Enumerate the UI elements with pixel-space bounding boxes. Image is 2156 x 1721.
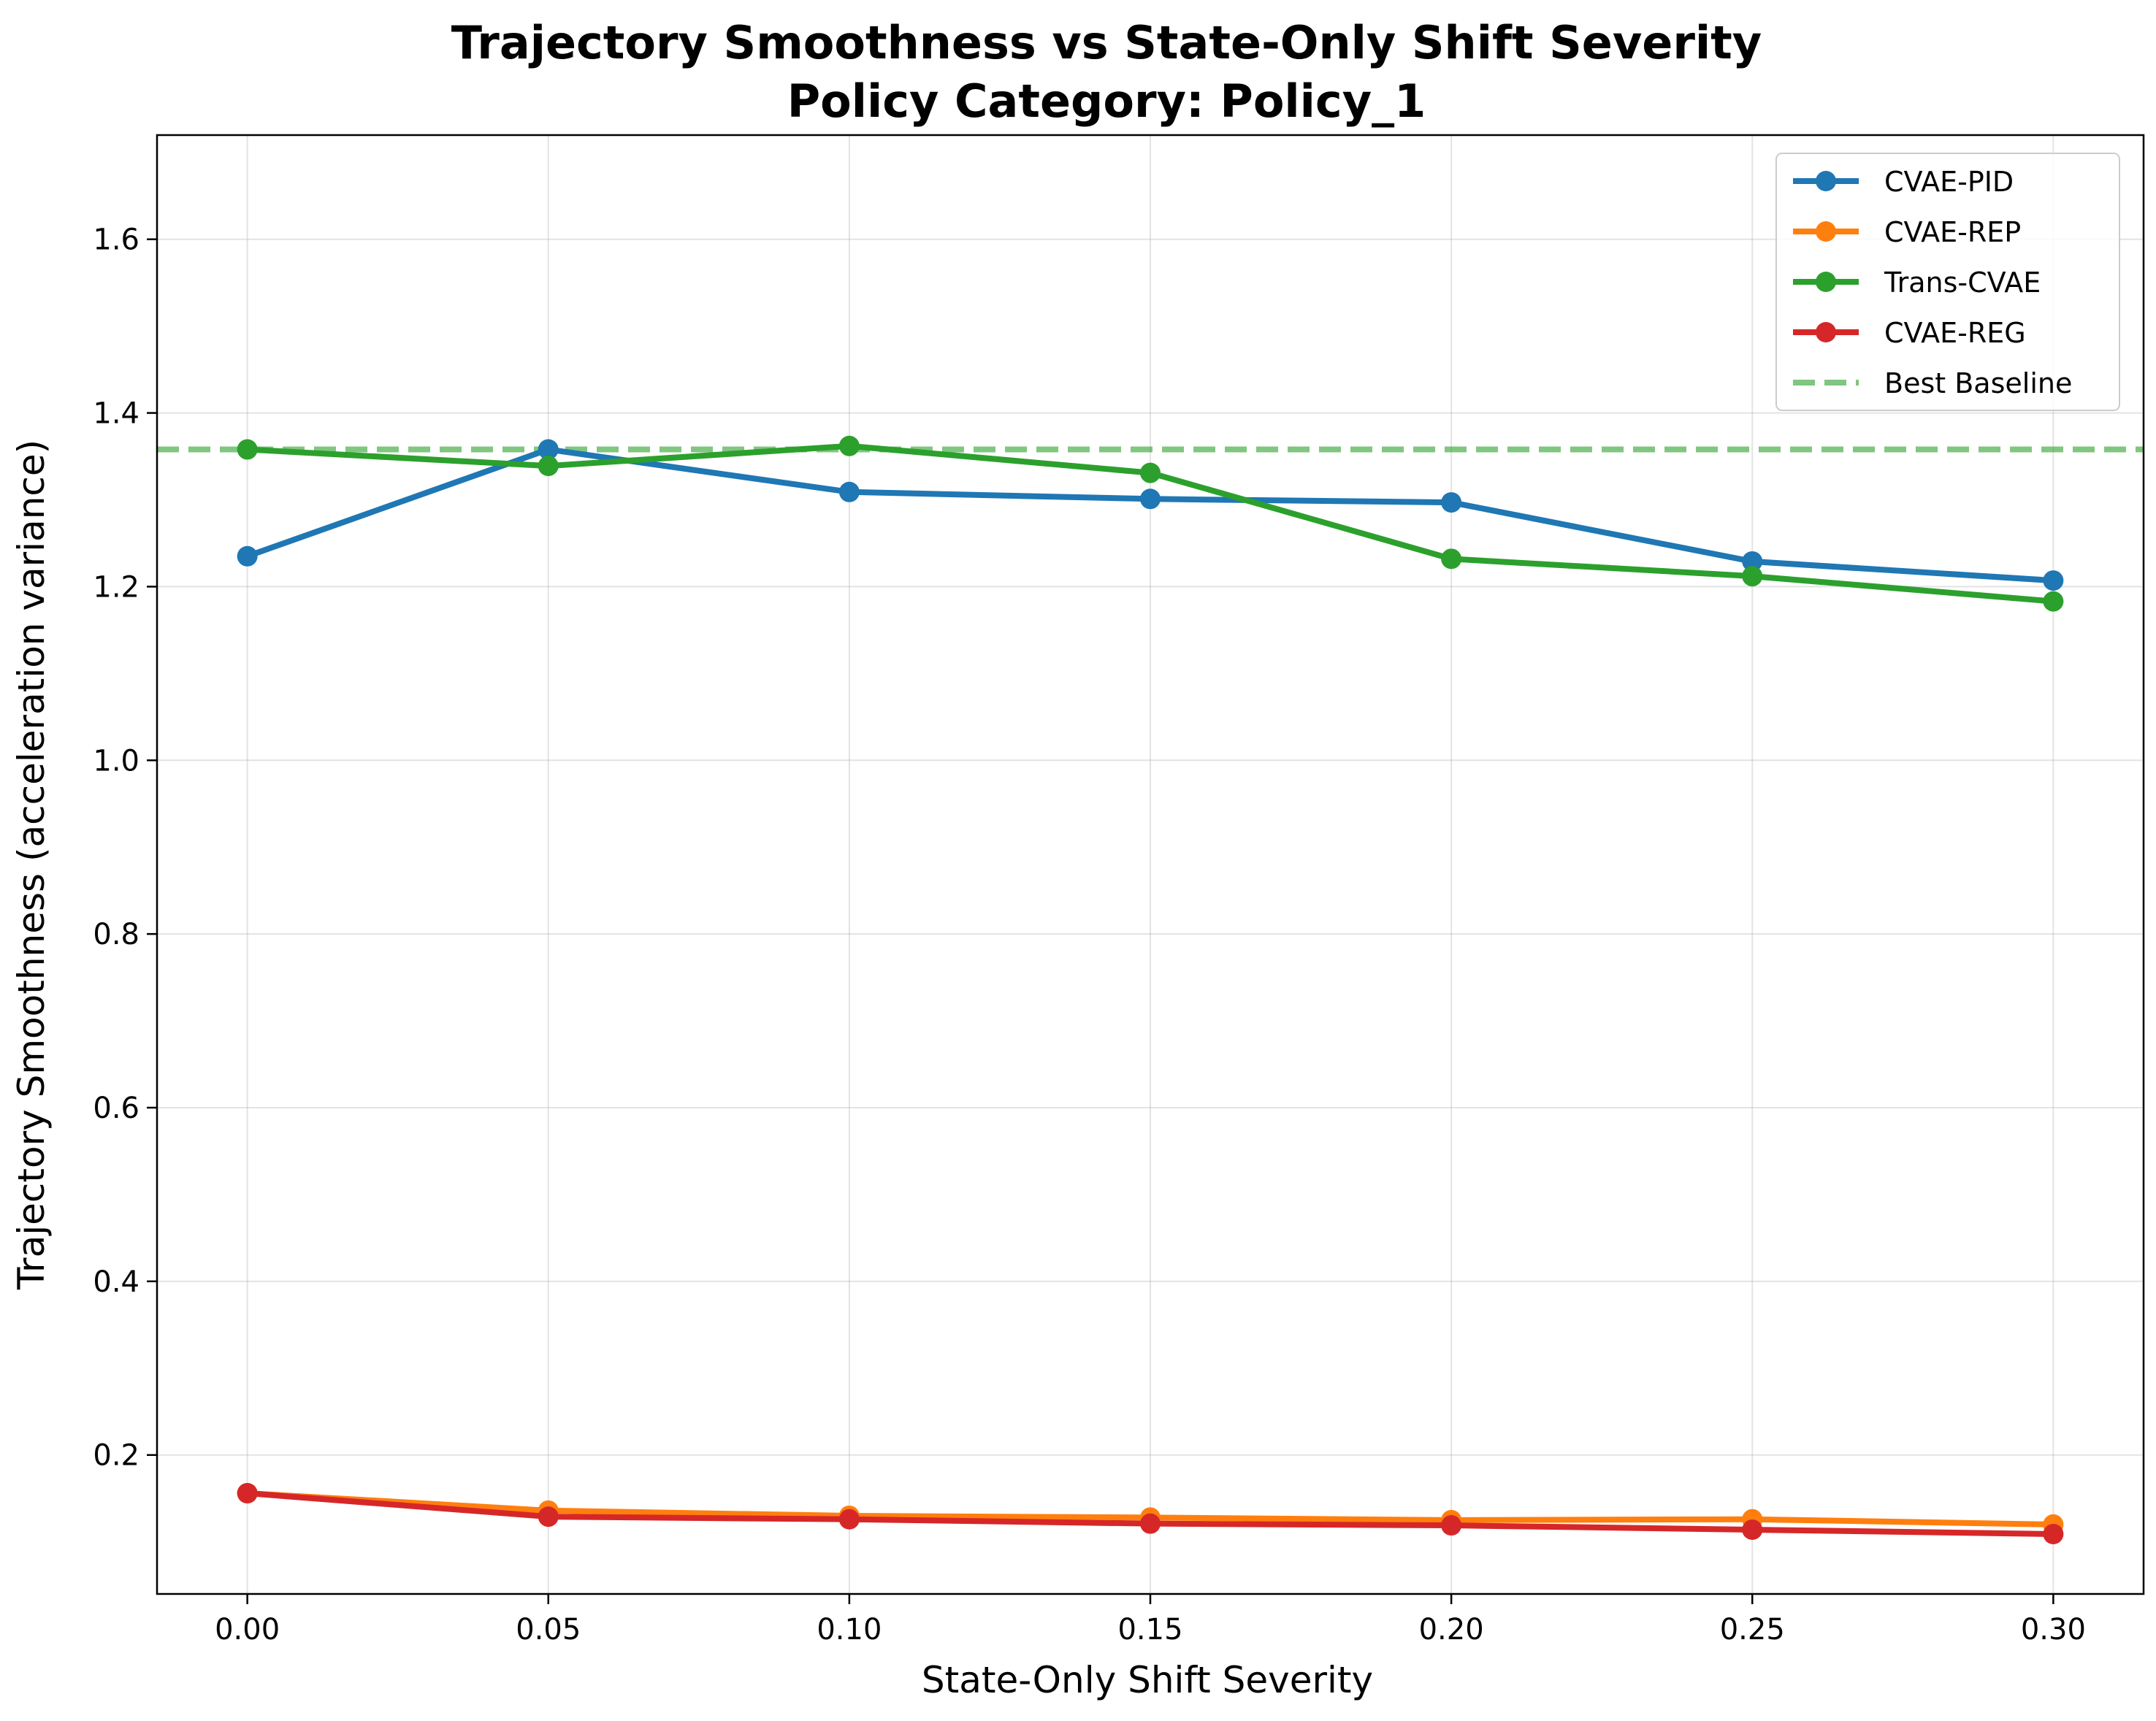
data-point-cvae-pid xyxy=(1441,492,1462,513)
data-point-cvae-pid xyxy=(1742,551,1763,572)
data-point-cvae-reg xyxy=(1140,1513,1161,1534)
legend-label: CVAE-REG xyxy=(1884,317,2026,349)
x-tick-label: 0.05 xyxy=(516,1613,581,1647)
data-point-cvae-reg xyxy=(237,1483,258,1504)
series-cvae-pid xyxy=(237,439,2064,591)
data-point-cvae-pid xyxy=(538,439,559,460)
legend-item-trans-cvae: Trans-CVAE xyxy=(1793,267,2041,299)
data-point-cvae-pid xyxy=(1140,488,1161,510)
x-axis-label: State-Only Shift Severity xyxy=(922,1659,1373,1701)
chart-title: Trajectory Smoothness vs State-Only Shif… xyxy=(451,16,1762,69)
legend-label: Best Baseline xyxy=(1884,367,2072,399)
data-point-cvae-reg xyxy=(1742,1519,1763,1540)
y-tick-label: 0.8 xyxy=(93,918,139,951)
legend: CVAE-PID CVAE-REP Trans-CVAE CVAE-REG Best B… xyxy=(1775,153,2120,411)
x-tick-label: 0.25 xyxy=(1720,1613,1785,1647)
grid-lines xyxy=(157,135,2144,1594)
series-cvae-reg xyxy=(237,1483,2064,1544)
data-point-trans-cvae xyxy=(1742,566,1763,587)
data-point-trans-cvae xyxy=(1441,548,1462,570)
data-point-cvae-reg xyxy=(838,1509,860,1530)
data-point-trans-cvae xyxy=(838,435,860,456)
x-tick-label: 0.20 xyxy=(1419,1613,1484,1647)
x-tick-label: 0.30 xyxy=(2021,1613,2086,1647)
legend-label: CVAE-PID xyxy=(1884,166,2014,198)
data-point-cvae-pid xyxy=(2043,570,2064,591)
legend-item-cvae-reg: CVAE-REG xyxy=(1793,317,2026,349)
x-tick-label: 0.00 xyxy=(215,1613,280,1647)
data-point-trans-cvae xyxy=(237,439,258,460)
legend-marker xyxy=(1816,221,1836,242)
series-trans-cvae xyxy=(237,435,2064,612)
legend-marker xyxy=(1816,322,1836,342)
legend-box xyxy=(1775,153,2120,411)
legend-item-cvae-pid: CVAE-PID xyxy=(1793,166,2014,198)
x-ticks: 0.00 0.05 0.10 0.15 0.20 0.25 0.30 xyxy=(215,1594,2086,1647)
data-point-cvae-reg xyxy=(2043,1523,2064,1544)
x-tick-label: 0.15 xyxy=(1117,1613,1182,1647)
y-tick-label: 1.0 xyxy=(93,744,139,778)
data-point-cvae-pid xyxy=(838,481,860,502)
y-tick-label: 0.4 xyxy=(93,1265,139,1299)
data-point-trans-cvae xyxy=(2043,591,2064,612)
legend-marker xyxy=(1816,272,1836,292)
chart-subtitle: Policy Category: Policy_1 xyxy=(787,74,1426,128)
x-tick-label: 0.10 xyxy=(817,1613,882,1647)
data-point-trans-cvae xyxy=(538,456,559,477)
legend-item-best-baseline: Best Baseline xyxy=(1793,367,2072,399)
y-axis-label: Trajectory Smoothness (acceleration vari… xyxy=(10,440,53,1290)
legend-label: CVAE-REP xyxy=(1884,216,2021,248)
data-point-trans-cvae xyxy=(1140,462,1161,483)
y-tick-label: 1.6 xyxy=(93,223,139,257)
y-tick-label: 0.2 xyxy=(93,1439,139,1473)
data-point-cvae-reg xyxy=(538,1506,559,1528)
legend-item-cvae-rep: CVAE-REP xyxy=(1793,216,2021,248)
y-tick-label: 1.2 xyxy=(93,570,139,604)
data-point-cvae-pid xyxy=(237,545,258,567)
legend-label: Trans-CVAE xyxy=(1884,267,2041,299)
data-point-cvae-reg xyxy=(1441,1515,1462,1536)
y-tick-label: 1.4 xyxy=(93,397,139,431)
legend-marker xyxy=(1816,171,1836,191)
y-ticks: 0.2 0.4 0.6 0.8 1.0 1.2 1.4 1.6 xyxy=(93,223,157,1473)
y-tick-label: 0.6 xyxy=(93,1092,139,1125)
series-layer xyxy=(237,435,2064,1544)
